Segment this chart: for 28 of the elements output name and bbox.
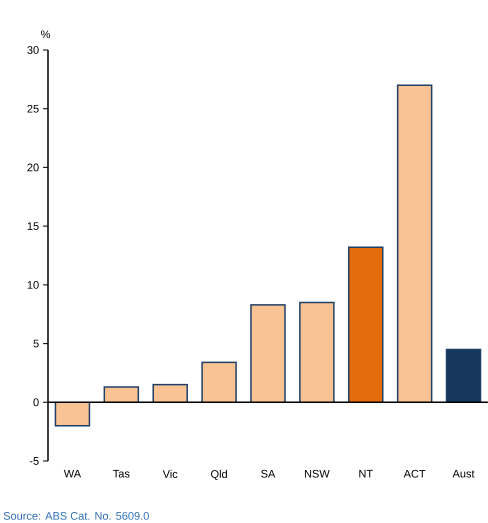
y-tick-label: 5 — [33, 340, 39, 348]
x-tick-label: Qld — [211, 470, 227, 480]
bar — [348, 246, 384, 404]
bar — [201, 362, 237, 404]
bar — [54, 402, 90, 427]
x-tick-label: NSW — [304, 470, 330, 478]
bar — [152, 384, 188, 404]
bar — [250, 304, 286, 404]
y-tick-label: 0 — [33, 398, 39, 406]
y-tick-label: -5 — [30, 457, 39, 465]
y-tick-label: 15 — [28, 222, 39, 230]
bar — [446, 348, 482, 404]
x-tick-label: ACT — [404, 470, 426, 478]
y-tick-label: 25 — [27, 104, 39, 113]
source-note: Source: ABS Cat. No. 5609.0 — [4, 512, 149, 520]
x-tick-label: SA — [261, 470, 276, 478]
bar — [104, 386, 140, 404]
x-tick-label: Vic — [162, 470, 178, 478]
y-axis-title: % — [41, 30, 50, 38]
y-tick-label: 10 — [28, 280, 39, 289]
y-tick-label: 30 — [27, 46, 39, 54]
bar — [396, 84, 432, 404]
x-tick-label: Aust — [452, 470, 474, 478]
x-tick-label: NT — [359, 470, 373, 478]
y-tick-label: 20 — [27, 164, 39, 172]
bar — [299, 302, 335, 404]
x-tick-label: WA — [64, 470, 82, 478]
x-tick-label: Tas — [113, 470, 130, 478]
